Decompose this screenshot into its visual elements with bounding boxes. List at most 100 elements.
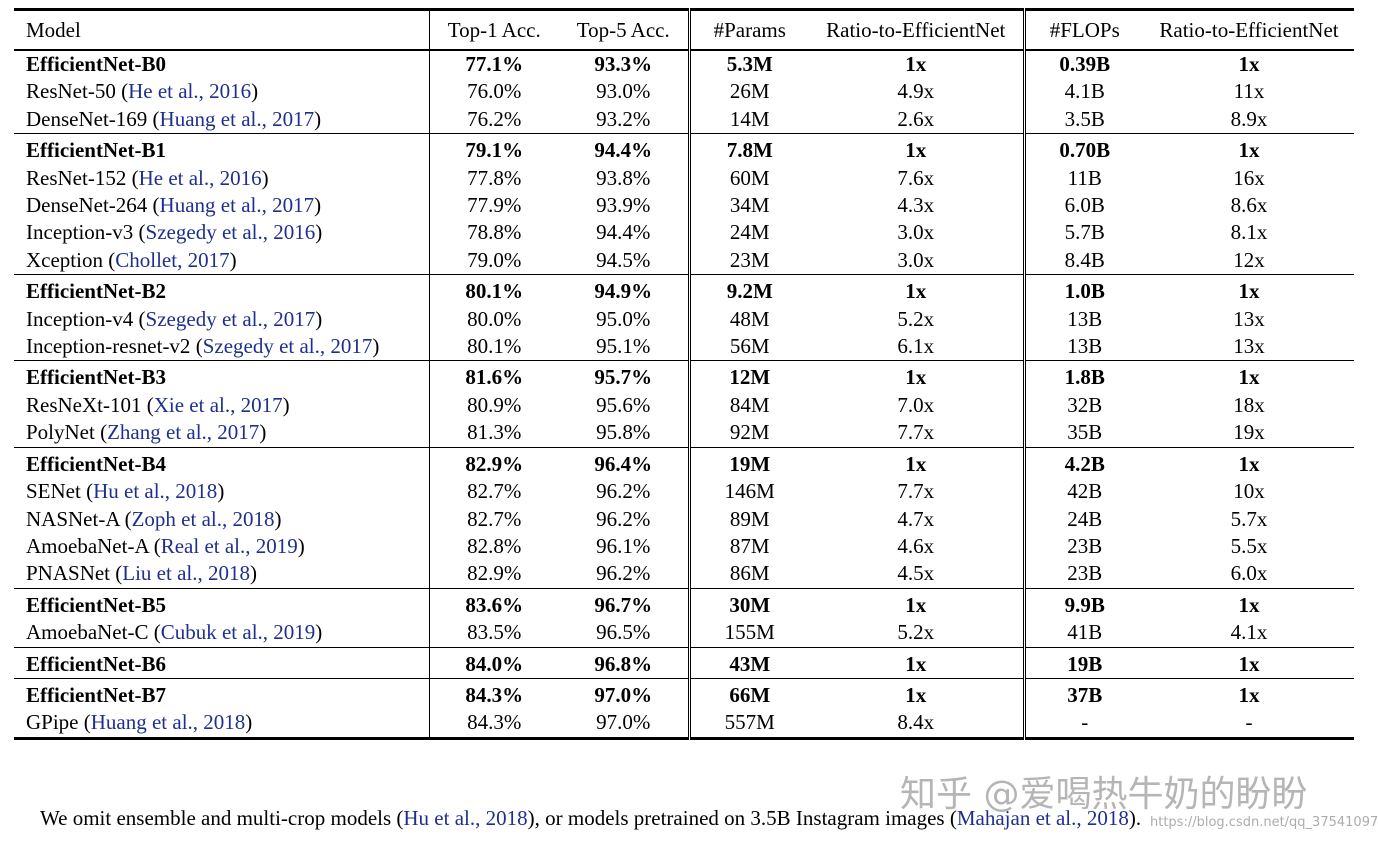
cell-top5: 97.0% bbox=[596, 710, 651, 735]
cell-params: 155M bbox=[687, 619, 809, 648]
model-name: NASNet-A bbox=[26, 506, 120, 531]
cell-params: 86M bbox=[687, 560, 809, 589]
cell-top1: 81.6% bbox=[428, 360, 559, 392]
cell-flops: 19B bbox=[1022, 646, 1144, 679]
footnote-citation-link[interactable]: Mahajan et al., 2018 bbox=[956, 806, 1129, 830]
cell-top1: 81.3% bbox=[428, 419, 559, 448]
citation-link[interactable]: Szegedy et al., 2016 bbox=[145, 220, 316, 245]
model-name: GPipe bbox=[26, 710, 79, 735]
cell-top1: 76.2% bbox=[428, 105, 559, 134]
cell-top1: 79.0% bbox=[428, 246, 559, 275]
citation-link[interactable]: Zhang et al., 2017 bbox=[107, 420, 260, 445]
citation-link[interactable]: He et al., 2016 bbox=[138, 165, 262, 190]
model-name: Inception-resnet-v2 bbox=[26, 334, 191, 359]
table-row: ResNet-50 (He et al., 2016) 76.0% 93.0% 26M… bbox=[14, 78, 1354, 106]
cell-params: 14M bbox=[687, 105, 809, 134]
cell-ratio-params: 1x bbox=[905, 52, 927, 76]
cell-ratio-flops: 4.1x bbox=[1230, 620, 1268, 645]
table-row-efficientnet: EfficientNet-B4 82.9% 96.4% 19M 1x 4.2B 1x bbox=[14, 446, 1354, 479]
cell-model: SENet (Hu et al., 2018) bbox=[26, 479, 225, 504]
cell-ratio-flops: 8.9x bbox=[1230, 106, 1268, 131]
table-row-efficientnet: EfficientNet-B7 84.3% 97.0% 66M 1x 37B 1x bbox=[14, 677, 1354, 710]
citation-link[interactable]: Hu et al., 2018 bbox=[93, 479, 218, 504]
cell-ratio-flops: 13x bbox=[1233, 306, 1265, 331]
cell-flops: 13B bbox=[1022, 305, 1144, 334]
cell-top1: 80.9% bbox=[428, 391, 559, 420]
table-row-efficientnet: EfficientNet-B2 80.1% 94.9% 9.2M 1x 1.0B 1x bbox=[14, 274, 1354, 306]
cell-ratio-flops: 1x bbox=[1144, 446, 1354, 479]
cell-top1: 84.3% bbox=[428, 677, 559, 710]
cell-params: 43M bbox=[687, 646, 809, 679]
table-row: Inception-v3 (Szegedy et al., 2016) 78.8%… bbox=[14, 219, 1354, 247]
cell-params: 5.3M bbox=[687, 50, 809, 79]
model-name: ResNet-50 bbox=[26, 79, 116, 104]
citation-link[interactable]: Szegedy et al., 2017 bbox=[202, 334, 373, 359]
cell-model: DenseNet-264 (Huang et al., 2017) bbox=[26, 193, 322, 218]
cell-ratio-flops: 6.0x bbox=[1230, 561, 1268, 586]
cell-ratio-params: 4.7x bbox=[897, 506, 935, 531]
cell-params: 30M bbox=[687, 587, 809, 620]
citation-link[interactable]: Liu et al., 2018 bbox=[122, 561, 250, 586]
cell-params: 19M bbox=[687, 446, 809, 479]
cell-top5: 93.8% bbox=[596, 165, 651, 190]
cell-top5: 95.1% bbox=[596, 334, 651, 359]
cell-ratio-params: 3.0x bbox=[897, 247, 935, 272]
cell-top5: 94.4% bbox=[596, 220, 651, 245]
citation-link[interactable]: He et al., 2016 bbox=[128, 79, 252, 104]
cell-top5: 95.6% bbox=[596, 392, 651, 417]
cell-params: 84M bbox=[687, 391, 809, 420]
model-name: AmoebaNet-C bbox=[26, 620, 149, 645]
table-row: ResNet-152 (He et al., 2016) 77.8% 93.8% 60… bbox=[14, 164, 1354, 193]
table-row: PNASNet (Liu et al., 2018) 82.9% 96.2% 86M 4… bbox=[14, 560, 1354, 589]
table-row: AmoebaNet-A (Real et al., 2019) 82.8% 96.1… bbox=[14, 532, 1354, 561]
table-footnote: We omit ensemble and multi-crop models (… bbox=[40, 806, 1141, 831]
cell-top5: 96.1% bbox=[596, 533, 651, 558]
cell-flops: 4.1B bbox=[1022, 78, 1144, 106]
header-top5: Top-5 Acc. bbox=[576, 18, 670, 42]
cell-ratio-flops: 8.1x bbox=[1230, 220, 1268, 245]
cell-flops: 42B bbox=[1022, 478, 1144, 506]
cell-flops: 1.8B bbox=[1022, 360, 1144, 392]
cell-model: EfficientNet-B2 bbox=[14, 274, 429, 306]
cell-top5: 96.7% bbox=[559, 587, 689, 620]
cell-top1: 84.0% bbox=[428, 646, 559, 679]
model-name: ResNeXt-101 bbox=[26, 392, 142, 417]
cell-top5: 96.2% bbox=[596, 479, 651, 504]
citation-link[interactable]: Xie et al., 2017 bbox=[153, 392, 283, 417]
watermark-url: https://blog.csdn.net/qq_37541097 bbox=[1150, 815, 1378, 830]
cell-top1: 77.1% bbox=[428, 50, 559, 79]
citation-link[interactable]: Huang et al., 2018 bbox=[90, 710, 246, 735]
cell-flops: 35B bbox=[1022, 419, 1144, 448]
cell-ratio-flops: 1x bbox=[1144, 360, 1354, 392]
citation-link[interactable]: Huang et al., 2017 bbox=[159, 193, 315, 218]
cell-top5: 93.2% bbox=[596, 106, 651, 131]
citation-link[interactable]: Chollet, 2017 bbox=[115, 247, 230, 272]
cell-model: EfficientNet-B5 bbox=[14, 587, 429, 620]
cell-ratio-flops: 1x bbox=[1144, 677, 1354, 710]
model-name: EfficientNet-B5 bbox=[26, 592, 166, 617]
table-row: NASNet-A (Zoph et al., 2018) 82.7% 96.2% 89… bbox=[14, 505, 1354, 533]
cell-params: 60M bbox=[687, 164, 809, 193]
model-name: DenseNet-169 bbox=[26, 106, 148, 131]
results-table-container: Model Top-1 Acc. Top-5 Acc. #Params Rati… bbox=[14, 8, 1354, 740]
cell-top1: 82.9% bbox=[428, 446, 559, 479]
cell-model: PNASNet (Liu et al., 2018) bbox=[26, 561, 257, 586]
citation-link[interactable]: Real et al., 2019 bbox=[160, 533, 298, 558]
model-name: AmoebaNet-A bbox=[26, 533, 149, 558]
table-row: AmoebaNet-C (Cubuk et al., 2019) 83.5% 96.… bbox=[14, 619, 1354, 648]
citation-link[interactable]: Cubuk et al., 2019 bbox=[160, 620, 316, 645]
cell-flops: 11B bbox=[1022, 164, 1144, 193]
model-name: EfficientNet-B1 bbox=[26, 138, 166, 163]
cell-params: 557M bbox=[687, 709, 809, 739]
citation-link[interactable]: Huang et al., 2017 bbox=[159, 106, 315, 131]
cell-flops: 9.9B bbox=[1022, 587, 1144, 620]
cell-top5: 94.9% bbox=[559, 274, 689, 306]
cell-flops: 41B bbox=[1022, 619, 1144, 648]
citation-link[interactable]: Zoph et al., 2018 bbox=[131, 506, 275, 531]
cell-params: 92M bbox=[687, 419, 809, 448]
citation-link[interactable]: Szegedy et al., 2017 bbox=[145, 306, 316, 331]
cell-flops: 23B bbox=[1022, 560, 1144, 589]
cell-flops: 4.2B bbox=[1022, 446, 1144, 479]
footnote-citation-link[interactable]: Hu et al., 2018 bbox=[403, 806, 528, 830]
cell-ratio-flops: 19x bbox=[1233, 420, 1265, 445]
